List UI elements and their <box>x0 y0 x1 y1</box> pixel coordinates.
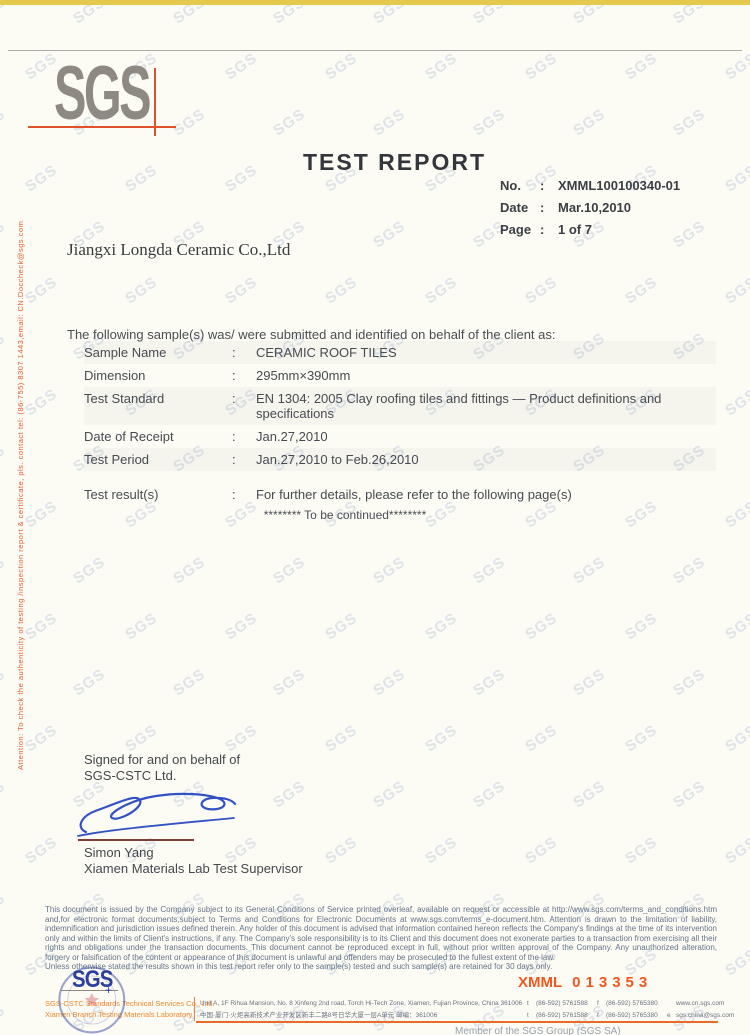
meta-row: Page : 1 of 7 <box>500 222 680 237</box>
field-value: 295mm×390mm <box>256 368 351 383</box>
field-colon: : <box>232 429 236 444</box>
field-row: Sample Name : CERAMIC ROOF TILES <box>84 341 716 364</box>
tel-value: (86-592) 5761588 <box>536 1011 588 1019</box>
signer-title: Xiamen Materials Lab Test Supervisor <box>84 861 303 876</box>
extra-label <box>667 998 671 1010</box>
field-value: Jan.27,2010 <box>256 429 328 444</box>
fax-label: f <box>597 1011 599 1019</box>
signature-scribble-svg <box>77 792 237 837</box>
sample-rows: Sample Name : CERAMIC ROOF TILES Dimensi… <box>84 341 716 471</box>
meta-label: Page <box>500 222 532 237</box>
signer: Simon Yang Xiamen Materials Lab Test Sup… <box>84 845 303 877</box>
address-text: 中国·厦门·火炬高新技术产业开发区新丰二路8号日华大厦一层A单元 邮编：3610… <box>200 1011 438 1019</box>
footer-company-block: SGS-CSTC Standards Technical Services Co… <box>45 998 215 1020</box>
field-label: Date of Receipt <box>84 429 174 444</box>
lab-name: Xiamen Branch Testing Materials Laborato… <box>45 1010 193 1019</box>
registration-cross-mark: + <box>105 983 113 997</box>
field-colon: : <box>232 368 236 383</box>
report-title: TEST REPORT <box>303 149 487 175</box>
logo-red-horizontal-line <box>28 126 176 128</box>
footer-address-block: Unit A, 1F Rihua Mansion, No. 8 Xinfeng … <box>200 998 734 1022</box>
serial-digits: 013353 <box>572 974 653 991</box>
meta-row: No. : XMML100100340-01 <box>500 178 680 193</box>
field-row: Date of Receipt : Jan.27,2010 <box>84 425 716 448</box>
footer-sgs-logo-text: SGS <box>72 966 113 993</box>
address-row: 中国·厦门·火炬高新技术产业开发区新丰二路8号日华大厦一层A单元 邮编：3610… <box>200 1010 734 1022</box>
meta-label: No. <box>500 178 521 193</box>
footer-orange-rule <box>196 1021 718 1023</box>
extra-value: sgs.china@sgs.com <box>676 1011 735 1019</box>
footer-logo-underline <box>61 990 118 991</box>
field-colon: : <box>232 345 236 360</box>
signature-block: Signed for and on behalf of SGS-CSTC Ltd… <box>84 752 240 784</box>
header-rule <box>8 50 742 51</box>
member-note: Member of the SGS Group (SGS SA) <box>455 1026 621 1035</box>
tel-value: (86-592) 5761588 <box>536 1000 588 1007</box>
intro-text: The following sample(s) was/ were submit… <box>67 327 556 342</box>
signed-company-text: SGS-CSTC Ltd. <box>84 768 177 783</box>
result-value: For further details, please refer to the… <box>256 487 572 502</box>
meta-value: 1 of 7 <box>558 222 592 237</box>
terms-paragraph: This document is issued by the Company s… <box>45 905 717 962</box>
meta-value: Mar.10,2010 <box>558 200 632 215</box>
field-label: Sample Name <box>84 345 167 360</box>
field-value: EN 1304: 2005 Clay roofing tiles and fit… <box>256 391 662 421</box>
field-row: Dimension : 295mm×390mm <box>84 364 716 387</box>
field-colon: : <box>232 452 236 467</box>
signer-name: Simon Yang <box>84 845 154 860</box>
sgs-logo: SGS <box>28 56 250 144</box>
field-label: Dimension <box>84 368 146 383</box>
legal-text-block: This document is issued by the Company s… <box>45 905 717 972</box>
extra-label: e <box>667 1011 671 1019</box>
field-value: CERAMIC ROOF TILES <box>256 345 397 360</box>
retention-note: Unless otherwise stated the results show… <box>45 962 553 971</box>
serial-prefix: XMML <box>518 974 563 991</box>
meta-colon: : <box>540 222 545 237</box>
sample-table: Sample Name : CERAMIC ROOF TILES Dimensi… <box>84 341 716 522</box>
fax-value: (86-592) 5765380 <box>606 1011 658 1019</box>
field-row: Test Period : Jan.27,2010 to Feb.26,2010 <box>84 448 716 471</box>
result-row: Test result(s) : For further details, pl… <box>84 483 716 506</box>
client-name: Jiangxi Longda Ceramic Co.,Ltd <box>67 240 291 259</box>
meta-value: XMML100100340-01 <box>558 178 681 193</box>
tel-label: t <box>527 1000 529 1007</box>
result-colon: : <box>232 487 236 502</box>
signature-rule <box>78 839 194 841</box>
field-value: Jan.27,2010 to Feb.26,2010 <box>256 452 419 467</box>
signed-for-text: Signed for and on behalf of <box>84 752 241 767</box>
logo-red-vertical-line <box>154 68 156 136</box>
meta-label: Date <box>500 200 529 215</box>
report-meta: No. : XMML100100340-01 Date : Mar.10,201… <box>500 178 680 244</box>
footer-divider <box>194 997 195 1021</box>
meta-colon: : <box>540 200 545 215</box>
address-text: Unit A, 1F Rihua Mansion, No. 8 Xinfeng … <box>200 1000 522 1007</box>
field-row: Test Standard : EN 1304: 2005 Clay roofi… <box>84 387 716 425</box>
fax-label: f <box>597 1000 599 1007</box>
sgs-logo-text: SGS <box>54 51 152 136</box>
continued-note: ******** To be continued******** <box>263 508 427 522</box>
field-colon: : <box>232 391 236 406</box>
extra-value: www.cn.sgs.com <box>676 1000 725 1007</box>
meta-row: Date : Mar.10,2010 <box>500 200 680 215</box>
fax-value: (86-592) 5765380 <box>606 1000 658 1007</box>
company-name: SGS-CSTC Standards Technical Services Co… <box>45 999 215 1008</box>
result-label: Test result(s) <box>84 487 159 502</box>
footer-sgs-logo: SGS + <box>61 966 142 997</box>
meta-colon: : <box>540 178 545 193</box>
field-label: Test Standard <box>84 391 165 406</box>
company-stamp <box>58 966 126 1034</box>
tel-label: t <box>527 1011 529 1019</box>
report-serial: XMML 013353 <box>518 974 652 991</box>
address-row: Unit A, 1F Rihua Mansion, No. 8 Xinfeng … <box>200 998 724 1010</box>
authenticity-note-vertical: Attention: To check the authenticity of … <box>16 220 25 770</box>
field-label: Test Period <box>84 452 150 467</box>
top-edge-strip <box>0 0 750 5</box>
